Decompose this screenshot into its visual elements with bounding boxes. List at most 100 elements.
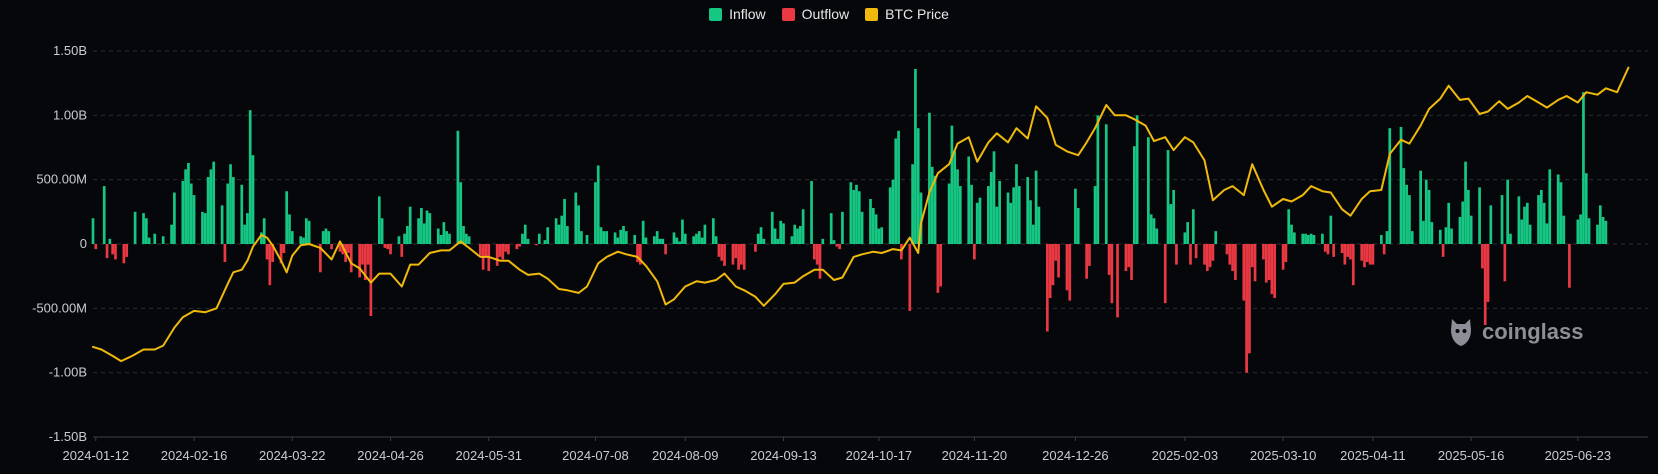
- inflow-bar: [1509, 233, 1512, 244]
- inflow-bar: [821, 238, 825, 244]
- outflow-bar: [737, 244, 740, 270]
- outflow-bar: [507, 244, 510, 255]
- outflow-bar: [717, 244, 721, 257]
- x-tick-label: 2024-11-20: [942, 448, 1008, 463]
- inflow-bar: [1017, 186, 1021, 244]
- inflow-bar: [855, 184, 858, 244]
- inflow-bar: [703, 224, 707, 244]
- inflow-bar: [1012, 187, 1015, 244]
- outflow-bar: [813, 244, 816, 260]
- legend-label-btc-price: BTC Price: [885, 6, 949, 22]
- inflow-bar: [1525, 202, 1529, 244]
- legend-item-inflow[interactable]: Inflow: [709, 6, 766, 22]
- x-tick-label: 2025-02-03: [1152, 448, 1219, 463]
- inflow-bar: [260, 232, 263, 244]
- inflow-bar: [439, 234, 443, 244]
- outflow-bar: [94, 244, 98, 250]
- inflow-bar: [1582, 92, 1585, 244]
- outflow-bar: [1270, 244, 1274, 295]
- inflow-bar: [462, 225, 465, 244]
- outflow-bar: [265, 244, 269, 260]
- inflow-bar: [770, 211, 774, 244]
- outflow-bar: [1127, 244, 1131, 268]
- inflow-bar: [203, 213, 207, 244]
- outflow-bar: [1340, 244, 1344, 254]
- outflow-bar: [1124, 244, 1128, 272]
- inflow-bar: [967, 156, 971, 244]
- inflow-bar: [596, 165, 600, 244]
- inflow-bar: [526, 238, 530, 244]
- outflow-bar: [835, 244, 839, 247]
- outflow-bar: [1248, 244, 1251, 354]
- inflow-bar: [605, 231, 609, 244]
- outflow-bar: [740, 244, 743, 265]
- inflow-bar: [546, 227, 550, 244]
- inflow-bar: [953, 151, 957, 244]
- inflow-bar: [1419, 170, 1422, 244]
- x-tick-label: 2024-07-08: [562, 448, 629, 463]
- inflow-bar: [681, 219, 684, 244]
- inflow-bar: [695, 233, 698, 244]
- outflow-bar: [341, 244, 345, 255]
- coinglass-logo-icon: [1451, 319, 1471, 346]
- inflow-bar: [1104, 124, 1108, 244]
- outflow-bar: [1175, 244, 1178, 265]
- inflow-bar: [290, 231, 294, 244]
- inflow-bar: [307, 220, 311, 244]
- outflow-bar: [1368, 244, 1372, 265]
- inflow-bar: [187, 162, 190, 244]
- inflow-bar: [880, 227, 884, 244]
- inflow-bar: [147, 237, 151, 244]
- inflow-bar: [380, 218, 384, 244]
- outflow-bar: [1351, 244, 1355, 286]
- outflow-bar: [1371, 244, 1375, 265]
- inflow-bar: [1037, 206, 1041, 244]
- inflow-bar: [192, 195, 196, 244]
- inflow-bar: [1458, 216, 1462, 244]
- outflow-bar: [1323, 244, 1327, 252]
- outflow-bar: [1208, 244, 1212, 268]
- inflow-bar: [206, 177, 210, 244]
- inflow-bar: [1312, 234, 1316, 244]
- inflow-bar: [173, 192, 176, 244]
- outflow-bar: [742, 244, 746, 270]
- inflow-bar: [700, 237, 704, 244]
- outflow-bar: [1568, 244, 1571, 288]
- outflow-bar: [1110, 244, 1114, 304]
- outflow-bar: [484, 244, 488, 257]
- inflow-bar: [1548, 169, 1552, 244]
- inflow-bar: [1469, 215, 1473, 244]
- chart-legend: Inflow Outflow BTC Price: [0, 6, 1658, 22]
- inflow-bar: [304, 218, 308, 244]
- outflow-bar: [1267, 244, 1271, 281]
- outflow-bar: [478, 244, 482, 256]
- inflow-bar: [1478, 187, 1481, 244]
- inflow-bar: [661, 238, 665, 244]
- inflow-bar: [442, 222, 446, 244]
- btc-price-line: [92, 66, 1630, 363]
- outflow-bar: [939, 244, 943, 287]
- legend-item-outflow[interactable]: Outflow: [781, 6, 849, 22]
- outflow-bar: [363, 244, 367, 281]
- legend-item-btc-price[interactable]: BTC Price: [865, 6, 949, 22]
- outflow-bar: [1065, 244, 1069, 291]
- inflow-bar: [970, 184, 973, 244]
- inflow-bar: [1385, 231, 1389, 244]
- inflow-bar: [714, 236, 718, 244]
- inflow-bar: [408, 206, 412, 244]
- inflow-bar: [672, 232, 676, 244]
- inflow-bar: [978, 197, 982, 244]
- inflow-bar: [417, 218, 420, 244]
- outflow-bar: [1253, 244, 1257, 282]
- inflow-bar: [950, 125, 954, 244]
- inflow-bar: [1559, 182, 1563, 244]
- inflow-bar: [209, 169, 213, 244]
- inflow-bar: [577, 205, 580, 244]
- y-tick-label: 0: [80, 236, 87, 251]
- inflow-bar: [947, 183, 951, 244]
- inflow-bar: [871, 207, 875, 244]
- inflow-bar: [574, 192, 578, 244]
- inflow-bar: [1287, 209, 1291, 244]
- inflow-bar: [1301, 233, 1305, 244]
- inflow-bar: [911, 164, 914, 244]
